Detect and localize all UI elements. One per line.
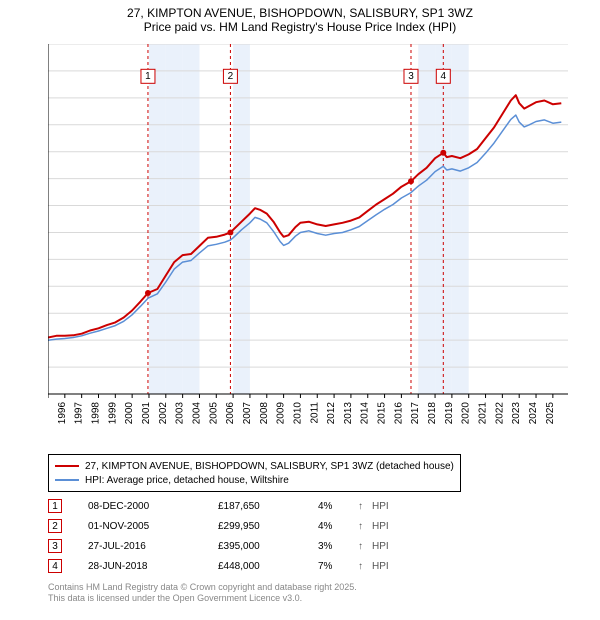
svg-text:4: 4 xyxy=(441,71,447,82)
arrow-up-icon: ↑ xyxy=(358,541,372,552)
arrow-up-icon: ↑ xyxy=(358,561,372,572)
svg-text:2002: 2002 xyxy=(158,402,169,425)
chart-container: 27, KIMPTON AVENUE, BISHOPDOWN, SALISBUR… xyxy=(0,0,600,620)
svg-text:2010: 2010 xyxy=(292,402,303,425)
sale-marker-icon: 4 xyxy=(48,559,62,573)
svg-text:2013: 2013 xyxy=(343,402,354,425)
svg-text:2025: 2025 xyxy=(545,402,556,425)
sale-date: 28-JUN-2018 xyxy=(88,561,218,572)
svg-text:2012: 2012 xyxy=(326,402,337,425)
svg-text:2000: 2000 xyxy=(124,402,135,425)
svg-text:2020: 2020 xyxy=(461,402,472,425)
legend-label: HPI: Average price, detached house, Wilt… xyxy=(85,475,289,486)
legend: 27, KIMPTON AVENUE, BISHOPDOWN, SALISBUR… xyxy=(48,454,461,492)
sale-price: £448,000 xyxy=(218,561,318,572)
arrow-up-icon: ↑ xyxy=(358,501,372,512)
svg-text:1999: 1999 xyxy=(107,402,118,425)
svg-text:2018: 2018 xyxy=(427,402,438,425)
sale-date: 01-NOV-2005 xyxy=(88,521,218,532)
svg-text:2011: 2011 xyxy=(309,402,320,424)
sale-price: £299,950 xyxy=(218,521,318,532)
svg-text:1: 1 xyxy=(145,71,151,82)
svg-text:2: 2 xyxy=(228,71,234,82)
sale-hpi-label: HPI xyxy=(372,521,402,532)
svg-text:2009: 2009 xyxy=(276,402,287,425)
chart-svg: £0£50K£100K£150K£200K£250K£300K£350K£400… xyxy=(48,44,580,434)
svg-text:2016: 2016 xyxy=(393,402,404,425)
sales-row: 2 01-NOV-2005£299,9504%↑HPI xyxy=(48,516,402,536)
legend-label: 27, KIMPTON AVENUE, BISHOPDOWN, SALISBUR… xyxy=(85,461,454,472)
sales-row: 1 08-DEC-2000£187,6504%↑HPI xyxy=(48,496,402,516)
footer-line: This data is licensed under the Open Gov… xyxy=(48,593,357,604)
sale-price: £187,650 xyxy=(218,501,318,512)
sale-pct: 4% xyxy=(318,521,358,532)
svg-text:2024: 2024 xyxy=(528,402,539,425)
arrow-up-icon: ↑ xyxy=(358,521,372,532)
sale-hpi-label: HPI xyxy=(372,561,402,572)
svg-text:2001: 2001 xyxy=(141,402,152,425)
sale-date: 27-JUL-2016 xyxy=(88,541,218,552)
sale-date: 08-DEC-2000 xyxy=(88,501,218,512)
svg-text:2022: 2022 xyxy=(494,402,505,425)
legend-swatch xyxy=(55,465,79,467)
svg-text:2014: 2014 xyxy=(360,402,371,425)
sale-hpi-label: HPI xyxy=(372,541,402,552)
sales-table: 108-DEC-2000£187,6504%↑HPI201-NOV-2005£2… xyxy=(48,496,402,576)
svg-text:2004: 2004 xyxy=(191,402,202,425)
sales-row: 4 28-JUN-2018£448,0007%↑HPI xyxy=(48,556,402,576)
footer-line: Contains HM Land Registry data © Crown c… xyxy=(48,582,357,593)
chart-plot-area: £0£50K£100K£150K£200K£250K£300K£350K£400… xyxy=(48,44,580,434)
legend-swatch xyxy=(55,479,79,481)
svg-text:2017: 2017 xyxy=(410,402,421,425)
svg-text:2003: 2003 xyxy=(175,402,186,425)
sale-pct: 4% xyxy=(318,501,358,512)
svg-text:2006: 2006 xyxy=(225,402,236,425)
sale-marker-icon: 1 xyxy=(48,499,62,513)
svg-text:2005: 2005 xyxy=(208,402,219,425)
title-subtitle: Price paid vs. HM Land Registry's House … xyxy=(0,20,600,34)
footer-attribution: Contains HM Land Registry data © Crown c… xyxy=(48,582,357,605)
title-address: 27, KIMPTON AVENUE, BISHOPDOWN, SALISBUR… xyxy=(0,6,600,20)
sale-pct: 7% xyxy=(318,561,358,572)
svg-text:2021: 2021 xyxy=(478,402,489,425)
svg-text:1998: 1998 xyxy=(90,402,101,425)
svg-text:2019: 2019 xyxy=(444,402,455,425)
legend-item: 27, KIMPTON AVENUE, BISHOPDOWN, SALISBUR… xyxy=(55,459,454,473)
sale-price: £395,000 xyxy=(218,541,318,552)
svg-text:2007: 2007 xyxy=(242,402,253,425)
svg-text:2015: 2015 xyxy=(377,402,388,425)
sale-marker-icon: 3 xyxy=(48,539,62,553)
svg-text:1995: 1995 xyxy=(48,402,51,425)
chart-titles: 27, KIMPTON AVENUE, BISHOPDOWN, SALISBUR… xyxy=(0,0,600,34)
legend-item: HPI: Average price, detached house, Wilt… xyxy=(55,473,454,487)
svg-text:1997: 1997 xyxy=(74,402,85,425)
svg-text:2008: 2008 xyxy=(259,402,270,425)
sale-marker-icon: 2 xyxy=(48,519,62,533)
sales-row: 3 27-JUL-2016£395,0003%↑HPI xyxy=(48,536,402,556)
sale-pct: 3% xyxy=(318,541,358,552)
svg-text:2023: 2023 xyxy=(511,402,522,425)
sale-hpi-label: HPI xyxy=(372,501,402,512)
svg-text:3: 3 xyxy=(408,71,414,82)
svg-text:1996: 1996 xyxy=(57,402,68,425)
